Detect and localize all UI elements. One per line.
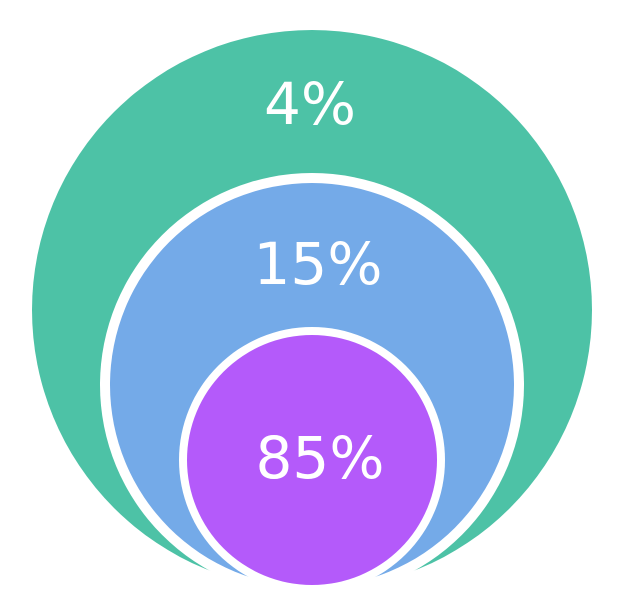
middle-circle-label: 15% [254,230,383,298]
inner-circle-label: 85% [256,424,385,492]
outer-circle-label: 4% [264,70,356,138]
inner-circle [187,335,437,585]
